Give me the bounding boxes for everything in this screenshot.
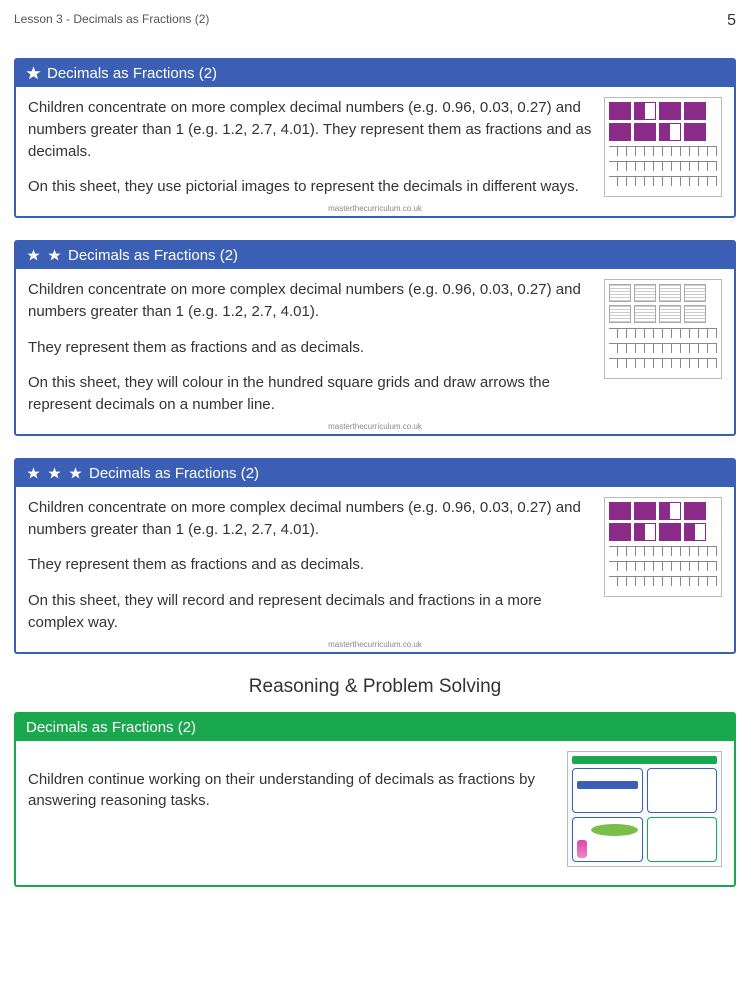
- card-header-reasoning: Decimals as Fractions (2): [16, 714, 734, 741]
- card-header-one-star: Decimals as Fractions (2): [16, 60, 734, 87]
- paragraph: Children concentrate on more complex dec…: [28, 497, 594, 541]
- card-reasoning: Decimals as Fractions (2) Children conti…: [14, 712, 736, 887]
- card-one-star: Decimals as Fractions (2) Children conce…: [14, 58, 736, 218]
- star-icon: [47, 248, 62, 263]
- lesson-label: Lesson 3 - Decimals as Fractions (2): [14, 12, 209, 30]
- watermark: masterthecurriculum.co.uk: [328, 422, 422, 431]
- card-title: Decimals as Fractions (2): [47, 65, 217, 82]
- card-text-three-star: Children concentrate on more complex dec…: [28, 497, 594, 634]
- watermark: masterthecurriculum.co.uk: [328, 204, 422, 213]
- card-header-two-star: Decimals as Fractions (2): [16, 242, 734, 269]
- star-icon: [47, 466, 62, 481]
- page-number: 5: [727, 12, 736, 30]
- section-heading-reasoning: Reasoning & Problem Solving: [14, 676, 736, 698]
- card-body-two-star: Children concentrate on more complex dec…: [16, 269, 734, 434]
- paragraph: Children concentrate on more complex dec…: [28, 97, 594, 162]
- worksheet-thumbnail: [604, 497, 722, 597]
- card-title: Decimals as Fractions (2): [68, 247, 238, 264]
- worksheet-thumbnail: [567, 751, 722, 867]
- worksheet-thumbnail: [604, 279, 722, 379]
- star-icon: [26, 66, 41, 81]
- card-text-reasoning: Children continue working on their under…: [28, 751, 557, 867]
- card-title: Decimals as Fractions (2): [26, 719, 196, 736]
- paragraph: On this sheet, they use pictorial images…: [28, 176, 594, 198]
- paragraph: On this sheet, they will record and repr…: [28, 590, 594, 634]
- card-text-two-star: Children concentrate on more complex dec…: [28, 279, 594, 416]
- paragraph: Children concentrate on more complex dec…: [28, 279, 594, 323]
- page-header: Lesson 3 - Decimals as Fractions (2) 5: [14, 12, 736, 30]
- paragraph: They represent them as fractions and as …: [28, 554, 594, 576]
- worksheet-thumbnail: [604, 97, 722, 197]
- star-icon: [68, 466, 83, 481]
- star-icon: [26, 466, 41, 481]
- card-two-star: Decimals as Fractions (2) Children conce…: [14, 240, 736, 436]
- card-body-one-star: Children concentrate on more complex dec…: [16, 87, 734, 216]
- paragraph: Children continue working on their under…: [28, 769, 557, 813]
- card-body-reasoning: Children continue working on their under…: [16, 741, 734, 885]
- card-three-star: Decimals as Fractions (2) Children conce…: [14, 458, 736, 654]
- paragraph: They represent them as fractions and as …: [28, 337, 594, 359]
- card-text-one-star: Children concentrate on more complex dec…: [28, 97, 594, 198]
- star-icon: [26, 248, 41, 263]
- card-header-three-star: Decimals as Fractions (2): [16, 460, 734, 487]
- card-title: Decimals as Fractions (2): [89, 465, 259, 482]
- card-body-three-star: Children concentrate on more complex dec…: [16, 487, 734, 652]
- watermark: masterthecurriculum.co.uk: [328, 640, 422, 649]
- paragraph: On this sheet, they will colour in the h…: [28, 372, 594, 416]
